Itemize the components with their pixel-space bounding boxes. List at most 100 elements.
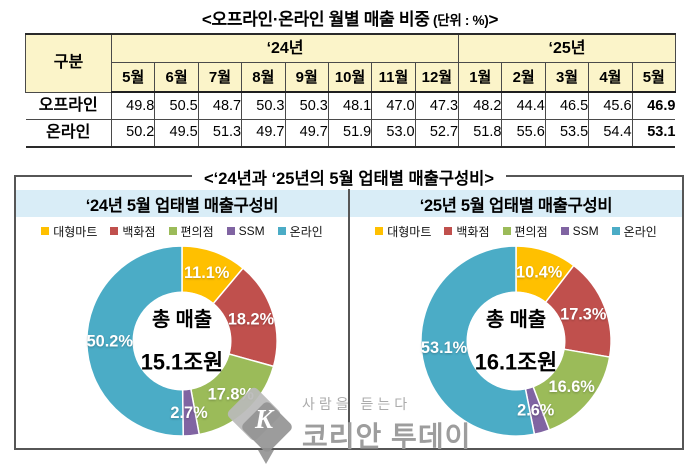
table-cell: 49.7 bbox=[284, 118, 329, 148]
slice-percent-label: 10.4% bbox=[516, 264, 563, 282]
donut-center-line1: 총 매출 bbox=[152, 309, 212, 331]
table-cell: 47.3 bbox=[414, 91, 460, 120]
table-corner-label: 구분 bbox=[25, 33, 112, 93]
table-cell: 48.7 bbox=[197, 91, 243, 120]
table-month-header: 1월 bbox=[458, 62, 503, 93]
table-cell: 48.1 bbox=[327, 91, 373, 120]
table-title-close: > bbox=[488, 10, 499, 29]
legend-item: SSM bbox=[560, 224, 599, 238]
table-year-row: 구분 ‘24년 ‘25년 bbox=[25, 33, 676, 93]
table-cell: 48.2 bbox=[458, 91, 503, 120]
table-year-header: ‘24년 bbox=[110, 33, 460, 63]
donut-hole bbox=[466, 291, 566, 391]
table-month-header: 3월 bbox=[544, 62, 590, 93]
legend-item: 대형마트 bbox=[375, 223, 431, 240]
slice-percent-label: 53.1% bbox=[421, 339, 468, 357]
table-title-main: <오프라인·온라인 월별 매출 비중 bbox=[201, 10, 430, 29]
slice-percent-label: 11.1% bbox=[184, 264, 230, 282]
table-cell: 44.4 bbox=[501, 91, 546, 120]
watermark-bubble-tail bbox=[258, 450, 274, 464]
donut-hole bbox=[132, 291, 232, 391]
panel-title: ‘25년 5월 업태별 매출구성비 bbox=[350, 190, 682, 217]
table-month-header: 2월 bbox=[501, 62, 546, 93]
legend-label: 온라인 bbox=[289, 224, 323, 239]
chart-legend: 대형마트 백화점 편의점 SSM 온라인 bbox=[41, 223, 323, 240]
table-cell: 45.6 bbox=[588, 91, 633, 120]
donut-center-line2: 15.1조원 bbox=[141, 349, 223, 374]
table-month-row: 5월 6월 7월 8월 9월 10월 11월 12월 1월 2월 3월 4월 5월 bbox=[26, 62, 676, 93]
table-cell: 50.5 bbox=[154, 91, 199, 120]
table-cell: 49.8 bbox=[110, 91, 156, 120]
legend-label: SSM bbox=[572, 224, 599, 238]
legend-swatch bbox=[41, 227, 50, 235]
slice-percent-label: 2.7% bbox=[170, 404, 208, 422]
table-row: 오프라인 49.8 50.5 48.7 50.3 50.3 48.1 47.0 47.3 48.2… bbox=[25, 91, 676, 120]
slice-percent-label: 17.8% bbox=[208, 385, 255, 403]
legend-item: 온라인 bbox=[611, 223, 657, 240]
slice-percent-label: 50.2% bbox=[87, 332, 134, 350]
table-cell: 53.5 bbox=[544, 118, 590, 148]
legend-item: 백화점 bbox=[110, 223, 156, 240]
table-cell: 53.1 bbox=[631, 118, 676, 148]
legend-swatch bbox=[502, 227, 511, 235]
table-month-header: 6월 bbox=[154, 62, 199, 93]
table-year-header: ‘25년 bbox=[458, 33, 676, 63]
table-cell: 46.5 bbox=[544, 91, 590, 120]
table-cell: 51.9 bbox=[327, 118, 373, 148]
table-cell: 49.5 bbox=[154, 118, 199, 148]
legend-swatch bbox=[375, 227, 384, 235]
table-row-label: 온라인 bbox=[25, 118, 112, 148]
legend-label: 대형마트 bbox=[387, 224, 432, 239]
composition-panels: ‘24년 5월 업태별 매출구성비 대형마트 백화점 편의점 SSM 온라인 11.1% 18… bbox=[16, 177, 682, 448]
table-cell: 50.3 bbox=[241, 91, 286, 120]
table-cell: 52.7 bbox=[414, 118, 460, 148]
monthly-sales-share-table: 구분 ‘24년 ‘25년 5월 6월 7월 8월 9월 10월 11월 12월 1월 2월 3월 4월 5월 오… bbox=[25, 33, 676, 148]
table-month-header: 11월 bbox=[371, 62, 416, 93]
table-month-header: 5월 bbox=[110, 62, 156, 93]
slice-percent-label: 16.6% bbox=[549, 378, 596, 396]
table-cell: 55.6 bbox=[501, 118, 546, 148]
table-cell: 51.8 bbox=[458, 118, 503, 148]
table-row-label: 오프라인 bbox=[25, 91, 112, 120]
legend-label: 백화점 bbox=[122, 224, 156, 239]
table-cell: 54.4 bbox=[588, 118, 633, 148]
table-cell: 51.3 bbox=[197, 118, 243, 148]
table-cell: 50.2 bbox=[110, 118, 156, 148]
table-row: 온라인 50.2 49.5 51.3 49.7 49.7 51.9 53.0 52.7 51.8 5… bbox=[25, 118, 676, 148]
table-cell: 50.3 bbox=[284, 91, 329, 120]
legend-label: 온라인 bbox=[623, 224, 657, 239]
legend-item: 백화점 bbox=[444, 223, 490, 240]
legend-swatch bbox=[444, 227, 453, 235]
donut-center-line2: 16.1조원 bbox=[475, 349, 557, 374]
table-cell: 49.7 bbox=[241, 118, 286, 148]
table-month-header: 8월 bbox=[241, 62, 286, 93]
legend-swatch bbox=[168, 227, 177, 235]
legend-item: 편의점 bbox=[168, 223, 214, 240]
table-month-header: 9월 bbox=[284, 62, 329, 93]
legend-item: 대형마트 bbox=[41, 223, 97, 240]
donut-chart: 10.4% 17.3% 16.6% 2.6% 53.1% 총 매출 16.1조원 bbox=[420, 245, 612, 437]
table-title-unit: (단위 : %) bbox=[429, 13, 489, 28]
table-cell: 53.0 bbox=[371, 118, 416, 148]
table-cell: 46.9 bbox=[631, 91, 676, 120]
slice-percent-label: 17.3% bbox=[560, 306, 607, 324]
table-section-title: <오프라인·온라인 월별 매출 비중 (단위 : %)> bbox=[0, 5, 700, 30]
legend-swatch bbox=[110, 227, 119, 235]
legend-label: 백화점 bbox=[456, 224, 490, 239]
donut-center-line1: 총 매출 bbox=[486, 309, 546, 331]
legend-item: 편의점 bbox=[502, 223, 548, 240]
panel-may-2024: ‘24년 5월 업태별 매출구성비 대형마트 백화점 편의점 SSM 온라인 11.1% 18… bbox=[16, 177, 350, 448]
table-month-header: 7월 bbox=[197, 62, 243, 93]
legend-item: SSM bbox=[226, 224, 265, 238]
legend-label: 대형마트 bbox=[53, 224, 98, 239]
table-month-header: 4월 bbox=[588, 62, 633, 93]
table-month-header: 10월 bbox=[327, 62, 373, 93]
table-cell: 47.0 bbox=[371, 91, 416, 120]
legend-swatch bbox=[277, 227, 286, 235]
legend-label: 편의점 bbox=[180, 224, 214, 239]
slice-percent-label: 2.6% bbox=[517, 402, 555, 420]
legend-swatch bbox=[611, 227, 620, 235]
slice-percent-label: 18.2% bbox=[228, 311, 275, 329]
composition-box: <‘24년과 ‘25년의 5월 업태별 매출구성비> ‘24년 5월 업태별 매… bbox=[14, 165, 684, 450]
